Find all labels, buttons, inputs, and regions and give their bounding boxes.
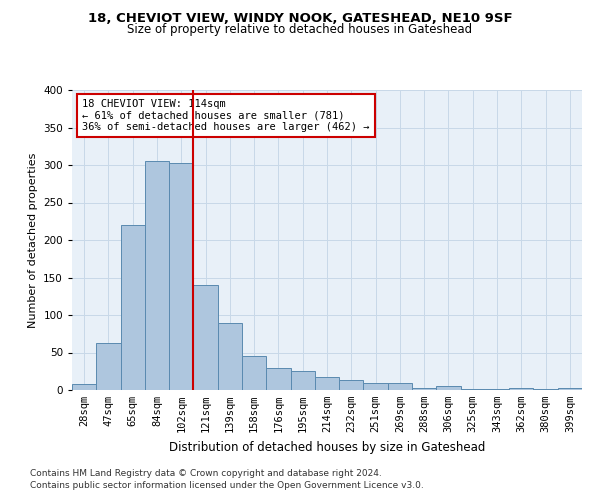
Text: Contains HM Land Registry data © Crown copyright and database right 2024.: Contains HM Land Registry data © Crown c…: [30, 468, 382, 477]
Bar: [364, 382, 388, 390]
Bar: [339, 380, 364, 390]
Bar: [218, 322, 242, 390]
Text: Contains public sector information licensed under the Open Government Licence v3: Contains public sector information licen…: [30, 481, 424, 490]
Bar: [290, 371, 315, 390]
Bar: [388, 382, 412, 390]
Text: 18, CHEVIOT VIEW, WINDY NOOK, GATESHEAD, NE10 9SF: 18, CHEVIOT VIEW, WINDY NOOK, GATESHEAD,…: [88, 12, 512, 26]
Text: Size of property relative to detached houses in Gateshead: Size of property relative to detached ho…: [127, 22, 473, 36]
Text: 18 CHEVIOT VIEW: 114sqm
← 61% of detached houses are smaller (781)
36% of semi-d: 18 CHEVIOT VIEW: 114sqm ← 61% of detache…: [82, 99, 370, 132]
Bar: [96, 343, 121, 390]
Bar: [436, 386, 461, 390]
Bar: [485, 388, 509, 390]
Bar: [72, 384, 96, 390]
Bar: [461, 388, 485, 390]
Bar: [145, 161, 169, 390]
Bar: [509, 388, 533, 390]
Bar: [315, 376, 339, 390]
Bar: [266, 368, 290, 390]
Bar: [121, 225, 145, 390]
Bar: [242, 356, 266, 390]
Bar: [533, 388, 558, 390]
Bar: [412, 388, 436, 390]
Bar: [169, 163, 193, 390]
Bar: [193, 285, 218, 390]
X-axis label: Distribution of detached houses by size in Gateshead: Distribution of detached houses by size …: [169, 440, 485, 454]
Y-axis label: Number of detached properties: Number of detached properties: [28, 152, 38, 328]
Bar: [558, 388, 582, 390]
